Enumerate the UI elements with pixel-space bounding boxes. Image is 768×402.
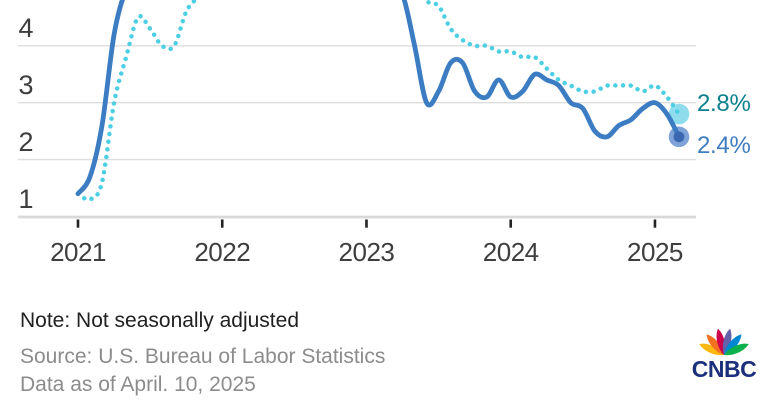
y-axis-tick-label: 2 [18,127,33,158]
cnbc-logo: CNBC [688,318,760,382]
x-axis-tick-label: 2022 [194,237,251,267]
peacock-feather-icon [722,328,732,355]
x-axis-tick-label: 2025 [627,237,683,267]
chart-source: Source: U.S. Bureau of Labor Statistics [20,345,386,368]
chart-data-as-of: Data as of April. 10, 2025 [20,373,256,396]
peacock-feather-icon [699,343,724,356]
chart-plot [18,0,696,228]
peacock-feather-icon [706,334,724,355]
y-axis-tick-label: 1 [18,184,33,214]
x-axis-tick-label: 2021 [50,237,106,267]
x-axis-tick-label: 2023 [338,237,395,267]
core-cpi-dotted-line [75,0,682,202]
core-cpi-end-label: 2.8% [697,90,751,118]
y-axis-tick-label: 4 [18,13,33,44]
peacock-feather-icon [724,334,742,355]
chart-note: Note: Not seasonally adjusted [20,309,299,332]
chart-area: 2.8% 2.4% 4 3 2 1 2021 2022 2023 2024 2025 [18,0,751,267]
cnbc-wordmark-text: CNBC [692,356,756,382]
headline-cpi-end-dot-center [673,131,685,143]
peacock-feather-icon [724,343,749,356]
y-axis-tick-label: 3 [18,70,33,101]
headline-cpi-solid-line [75,0,682,197]
x-axis-tick-label: 2024 [482,237,539,267]
headline-cpi-end-label: 2.4% [697,131,751,159]
cnbc-peacock-icon: CNBC [692,328,757,382]
